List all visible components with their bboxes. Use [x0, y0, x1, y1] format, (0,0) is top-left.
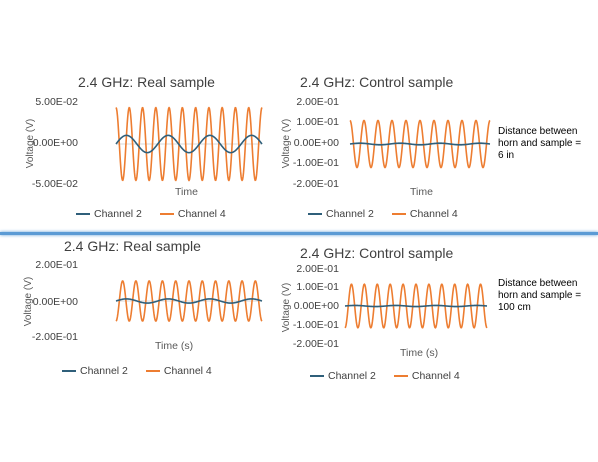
legend-label-channel-2: Channel 2	[80, 365, 128, 377]
y-tick-label: 0.00E+00	[293, 137, 339, 149]
x-axis-label: Time (s)	[155, 340, 194, 352]
y-tick-label: -5.00E-02	[31, 178, 78, 190]
x-axis-label: Time	[175, 186, 198, 198]
chart-plot-area	[115, 280, 263, 322]
y-tick-label: 0.00E+00	[32, 296, 78, 308]
chart-plot-area	[349, 119, 491, 169]
chart-legend: Channel 2 Channel 4	[308, 208, 458, 220]
y-tick-label: 2.00E-01	[35, 259, 78, 271]
series-line-channel-2	[115, 134, 263, 154]
chart-title: 2.4 GHz: Real sample	[64, 238, 201, 254]
y-tick-label: 2.00E-01	[296, 96, 339, 108]
legend-swatch-channel-2	[76, 213, 90, 215]
y-tick-label: -2.00E-01	[292, 178, 339, 190]
series-line-channel-4	[115, 106, 263, 182]
chart-title: 2.4 GHz: Real sample	[78, 74, 215, 90]
legend-label-channel-4: Channel 4	[409, 208, 458, 220]
chart-legend: Channel 2 Channel 4	[62, 365, 212, 377]
legend-swatch-channel-2	[310, 375, 324, 377]
y-tick-label: -2.00E-01	[292, 338, 339, 350]
legend-swatch-channel-2	[62, 370, 76, 372]
chart-title: 2.4 GHz: Control sample	[300, 74, 454, 90]
x-axis-label: Time	[410, 186, 433, 198]
y-tick-label: 5.00E-02	[35, 96, 78, 108]
series-line-channel-2	[344, 304, 488, 308]
y-tick-label: 1.00E-01	[296, 116, 339, 128]
legend-swatch-channel-4	[393, 375, 408, 377]
legend-label-channel-2: Channel 2	[94, 208, 142, 220]
legend-swatch-channel-4	[159, 213, 174, 215]
distance-note: Distance between horn and sample = 6 in	[498, 126, 582, 161]
y-tick-label: 2.00E-01	[296, 263, 339, 275]
legend-label-channel-4: Channel 4	[163, 365, 212, 377]
chart-legend: Channel 2 Channel 4	[310, 370, 460, 382]
legend-swatch-channel-4	[391, 213, 406, 215]
chart-legend: Channel 2 Channel 4	[76, 208, 226, 220]
legend-swatch-channel-2	[308, 213, 322, 215]
y-tick-label: 1.00E-01	[296, 281, 339, 293]
series-line-channel-2	[115, 298, 263, 304]
y-tick-label: -1.00E-01	[292, 319, 339, 331]
chart-title: 2.4 GHz: Control sample	[300, 245, 454, 261]
legend-label-channel-4: Channel 4	[411, 370, 460, 382]
series-line-channel-4	[344, 283, 488, 329]
legend-label-channel-4: Channel 4	[177, 208, 226, 220]
y-tick-label: -1.00E-01	[292, 157, 339, 169]
legend-label-channel-2: Channel 2	[328, 370, 376, 382]
series-line-channel-2	[349, 142, 491, 146]
x-axis-label: Time (s)	[400, 347, 439, 359]
series-line-channel-4	[115, 280, 263, 322]
distance-note: Distance between horn and sample = 100 c…	[498, 278, 582, 313]
y-tick-label: 0.00E+00	[32, 137, 78, 149]
legend-label-channel-2: Channel 2	[326, 208, 374, 220]
series-line-channel-4	[349, 119, 491, 169]
chart-plot-area	[344, 283, 488, 329]
y-tick-label: -2.00E-01	[31, 331, 78, 343]
chart-plot-area	[115, 106, 263, 182]
legend-swatch-channel-4	[145, 370, 160, 372]
section-divider	[0, 232, 598, 235]
y-tick-label: 0.00E+00	[293, 300, 339, 312]
